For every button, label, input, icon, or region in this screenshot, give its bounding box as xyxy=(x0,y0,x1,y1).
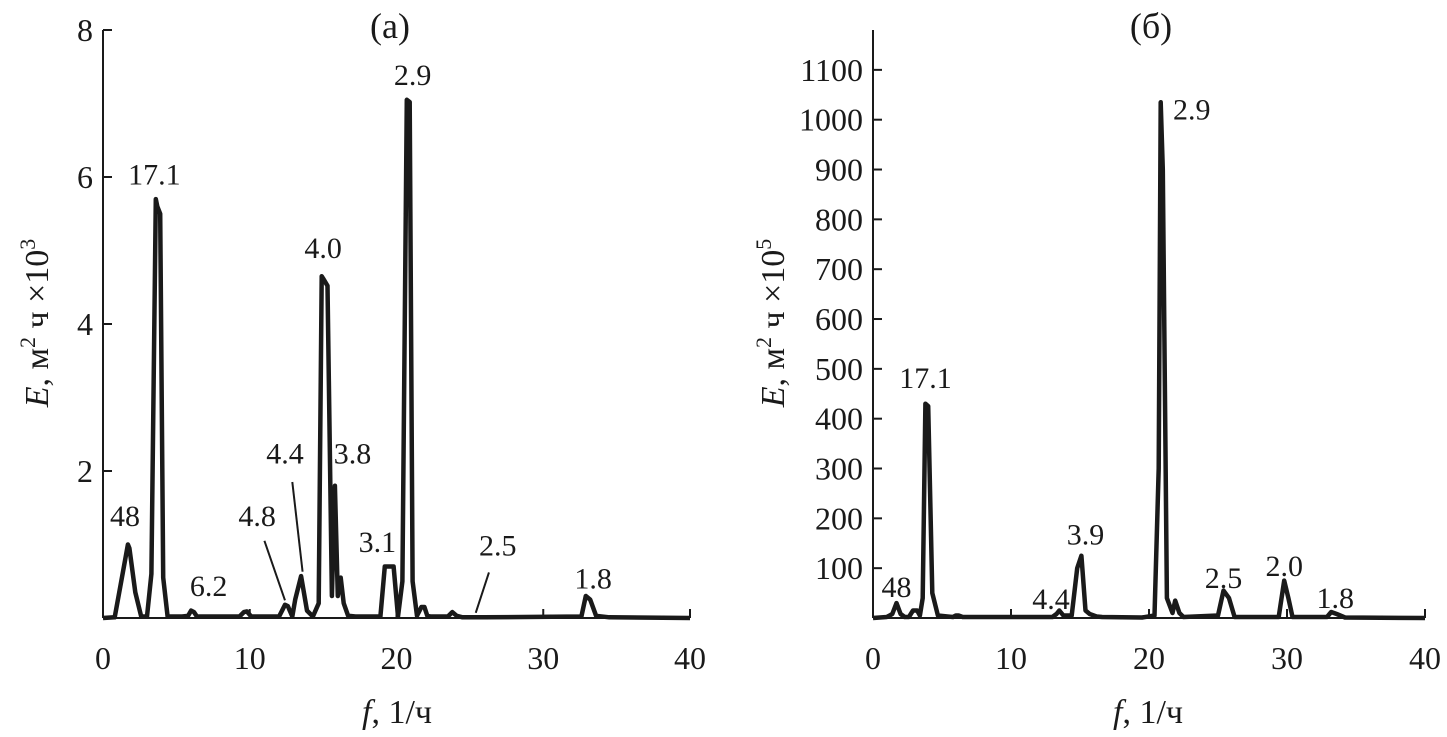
panel-b-peak-label: 2.9 xyxy=(1173,94,1211,127)
panel-b-x-tick-label: 10 xyxy=(995,640,1027,676)
panel-b-xlabel: f, 1/ч xyxy=(1113,694,1183,731)
panel-a-x-tick-label: 30 xyxy=(527,640,559,676)
panel-a-peak-label: 6.2 xyxy=(190,570,228,603)
panel-a-y-tick-label: 4 xyxy=(77,306,93,342)
panel-b-peak-label: 2.5 xyxy=(1205,562,1243,595)
panel-b-y-tick-label: 800 xyxy=(815,201,863,237)
panel-a-peak-label: 3.1 xyxy=(359,526,397,559)
panel-b-peak-label: 1.8 xyxy=(1317,582,1355,615)
panel-a-peak-label: 2.9 xyxy=(394,59,432,92)
panel-a-xlabel: f, 1/ч xyxy=(362,694,432,731)
panel-a-y-tick-label: 6 xyxy=(77,159,93,195)
panel-b-peak-label: 17.1 xyxy=(899,362,952,395)
panel-b-y-tick-label: 700 xyxy=(815,251,863,287)
panel-b-spectrum-line xyxy=(872,100,1426,621)
panel-b-x-tick-label: 20 xyxy=(1133,640,1165,676)
panel-b-y-tick-label: 900 xyxy=(815,152,863,188)
panel-a-peak-label: 3.8 xyxy=(334,438,372,471)
panel-b-y-tick-label: 100 xyxy=(815,550,863,586)
panel-b-x-tick-label: 0 xyxy=(865,640,881,676)
panel-a-peak-label: 48 xyxy=(110,500,140,533)
panel-a-y-tick-label: 8 xyxy=(77,12,93,48)
panel-a-leader-line xyxy=(291,481,304,572)
panel-a-peak-label: 4.4 xyxy=(266,438,304,471)
panel-b-y-tick-label: 400 xyxy=(815,401,863,437)
panel-b-y-tick-label: 1000 xyxy=(799,102,863,138)
panel-a-peak-label: 1.8 xyxy=(574,563,612,596)
panel-b-x-tick-label: 40 xyxy=(1409,640,1441,676)
panel-a-title: (а) xyxy=(370,6,410,46)
panel-a-x-tick-label: 10 xyxy=(234,640,266,676)
panel-a-x-tick-label: 0 xyxy=(95,640,111,676)
panel-a-peak-label: 4.0 xyxy=(304,232,342,265)
panel-a-spectrum-line xyxy=(102,97,691,621)
panel-b-peak-label: 3.9 xyxy=(1067,518,1105,551)
panel-b-title: (б) xyxy=(1130,6,1172,46)
panel-b-y-tick-label: 1100 xyxy=(800,52,863,88)
panel-a-peak-label: 17.1 xyxy=(128,158,181,191)
panel-a-x-tick-label: 20 xyxy=(381,640,413,676)
panel-a-peak-label: 2.5 xyxy=(479,530,517,563)
panel-a-leader-line xyxy=(474,572,490,614)
panel-b-y-tick-label: 300 xyxy=(815,451,863,487)
panel-a-peak-label: 4.8 xyxy=(238,500,276,533)
panel-b-y-tick-label: 500 xyxy=(815,351,863,387)
panel-b-y-tick-label: 200 xyxy=(815,500,863,536)
panel-b-y-tick-label: 600 xyxy=(815,301,863,337)
panel-a-ylabel: E, м2 ч ×103 xyxy=(15,239,56,409)
panel-b: (б) f, 1/ч E, м2 ч ×105 0 10 20 30 40 100 200 3… xyxy=(751,6,1441,731)
panel-b-peak-label: 48 xyxy=(881,571,911,604)
panel-b-peak-label: 2.0 xyxy=(1265,550,1303,583)
panel-a-y-tick-label: 2 xyxy=(77,453,93,489)
panel-b-x-tick-label: 30 xyxy=(1271,640,1303,676)
panel-a: (а) f, 1/ч E, м2 ч ×103 0 10 20 30 40 2 4 6 8 48 1… xyxy=(15,6,706,731)
panel-a-leader-line xyxy=(263,540,286,601)
panel-b-ylabel: E, м2 ч ×105 xyxy=(751,239,792,409)
panel-b-peak-label: 4.4 xyxy=(1032,583,1070,616)
panel-a-x-tick-label: 40 xyxy=(674,640,706,676)
